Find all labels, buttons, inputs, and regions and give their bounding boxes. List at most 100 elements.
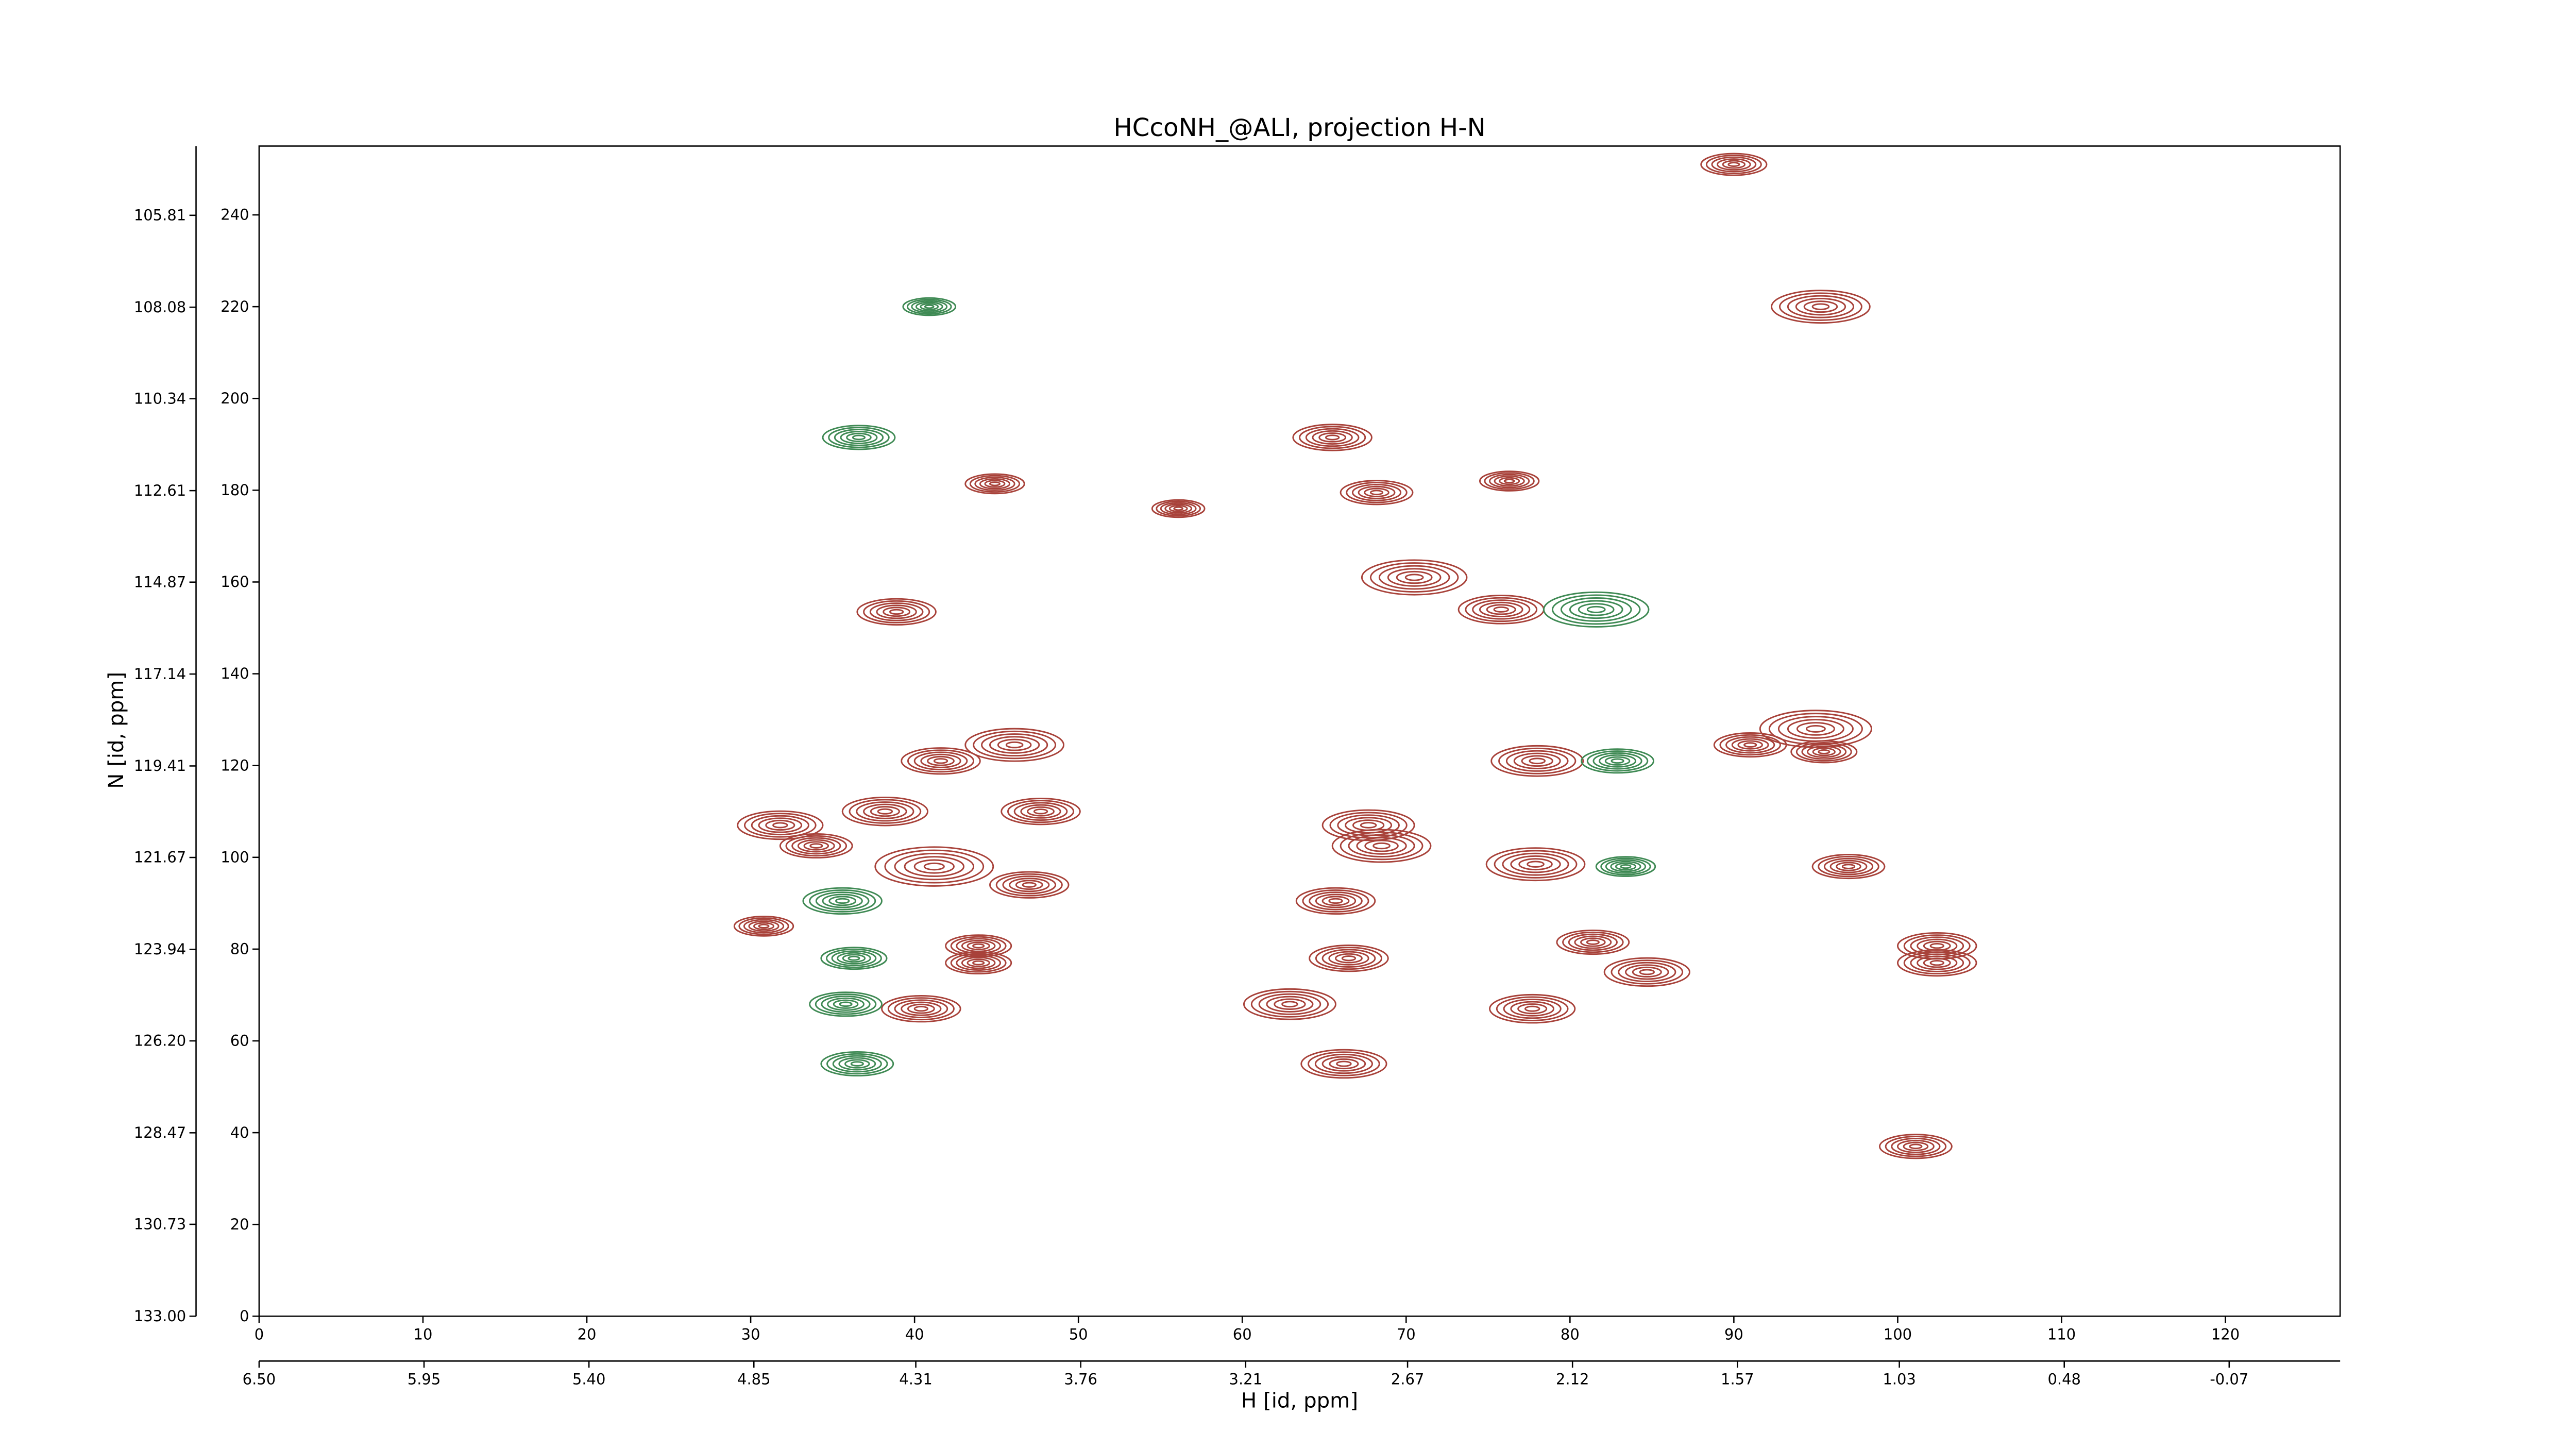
contour-ring [972,960,985,966]
contour-ring [1811,854,1886,880]
contour-ring [1372,842,1391,850]
contour-ring [1493,606,1509,613]
contour-ring [1295,887,1376,915]
x-axis-label: H [id, ppm] [1241,1389,1358,1412]
contour-ring [1611,758,1624,764]
tick-label: 0.48 [2047,1370,2081,1388]
contour-ring [876,604,917,619]
peak [1556,929,1630,955]
contour-ring [765,819,795,831]
peak [1309,945,1389,972]
contour-ring [984,480,1006,488]
contour-ring [1569,600,1623,619]
peak [901,747,981,775]
tick-label: 50 [1069,1325,1088,1343]
contour-ring [874,846,994,887]
contour-ring [841,796,929,827]
contour-ring [1156,500,1201,517]
contour-ring [743,813,817,838]
tick-label: 100 [221,848,249,866]
contour-ring [1917,955,1958,970]
peak [1543,591,1650,628]
contour-ring [1329,812,1408,839]
contour-ring [1321,1056,1366,1072]
contour-ring [1160,502,1197,515]
peak [1243,988,1336,1020]
contour-ring [972,943,985,949]
contour-ring [820,1051,894,1077]
tick-label: 123.94 [134,940,186,958]
contour-ring [779,833,853,859]
tick-label: 90 [1724,1325,1743,1343]
peak [945,951,1012,975]
tick-label: 128.47 [134,1124,186,1141]
peak [1295,887,1376,915]
peak [1878,1134,1953,1159]
contour-ring [826,1053,888,1075]
contour-ring [785,835,848,857]
contour-ring [1502,852,1569,876]
contour-ring [1610,861,1641,872]
contour-ring [923,862,945,871]
contour-ring [997,738,1032,751]
contour-ring [1805,725,1826,733]
contour-ring [1600,857,1651,875]
contour-ring [1243,988,1336,1020]
contour-ring [989,871,1070,899]
contour-ring [924,304,935,309]
contour-ring [989,736,1040,754]
contour-ring [1719,734,1781,756]
peak [841,796,929,827]
tick-label: 117.14 [134,665,186,683]
plot-area [733,153,1977,1159]
contour-ring [1302,889,1369,913]
contour-ring [834,429,884,446]
contour-ring [1796,722,1835,736]
contour-ring [1490,745,1584,777]
contour-ring [1340,831,1423,861]
contour-ring [842,954,866,963]
tick-label: 4.85 [737,1370,771,1388]
contour-ring [902,297,957,316]
tick-label: 80 [230,940,249,958]
contour-ring [1472,599,1531,620]
contour-ring [831,950,877,967]
contour-ring [1604,756,1631,766]
contour-ring [772,822,788,829]
contour-ring [1328,951,1369,966]
contour-ring [1510,1001,1554,1017]
contour-ring [961,939,996,952]
tick-label: 10 [414,1325,433,1343]
tick-label: 3.21 [1229,1370,1263,1388]
contour-ring [1836,862,1861,871]
contour-ring [1923,957,1951,968]
contour-ring [1404,574,1424,581]
contour-ring [1315,894,1357,908]
contour-ring [1524,1005,1540,1012]
contour-ring [907,1003,935,1014]
contour-ring [989,481,1001,486]
tick-label: 119.41 [134,757,186,774]
contour-ring [809,991,883,1017]
peak [1321,809,1415,841]
contour-ring [1364,487,1389,497]
peak [1700,153,1768,176]
peak [1490,745,1584,777]
tick-label: 5.40 [572,1370,606,1388]
peak [1292,424,1372,451]
peak [902,297,957,316]
peak [856,598,937,626]
contour-ring [1348,834,1415,857]
contour-ring [1281,1001,1298,1008]
contour-ring [969,475,1021,493]
contour-ring [1369,562,1459,593]
contour-ring [967,958,990,968]
contour-ring [1903,951,1971,975]
contour-ring [753,922,775,931]
peak [822,425,896,450]
contour-ring [1639,969,1655,975]
contour-ring [828,896,857,906]
peak [881,995,961,1023]
peak [1713,732,1787,758]
